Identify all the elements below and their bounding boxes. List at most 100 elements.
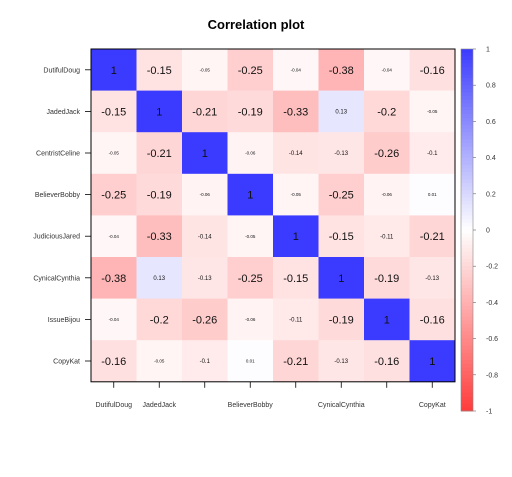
cell-value-label: -0.04	[291, 67, 302, 72]
y-tick-label: JadedJack	[47, 109, 81, 116]
heatmap-cell	[364, 90, 410, 133]
colorbar-segment	[461, 396, 473, 401]
colorbar-segment	[461, 215, 473, 220]
colorbar-tick-label: 1	[486, 47, 490, 54]
colorbar-segment	[461, 121, 473, 126]
cell-value-label: -0.21	[283, 356, 308, 368]
cell-value-label: -0.05	[291, 192, 302, 197]
heatmap-cell	[273, 257, 319, 299]
heatmap-cell	[136, 173, 183, 216]
heatmap-cell	[318, 173, 365, 216]
cell-value-label: -0.14	[198, 234, 212, 240]
cell-value-label: -0.19	[329, 314, 354, 326]
cell-value-label: -0.21	[147, 148, 172, 160]
cell-value-label: 0.01	[246, 359, 255, 364]
heatmap-cell	[227, 340, 274, 383]
cell-value-label: -0.05	[245, 234, 256, 239]
colorbar-segment	[461, 211, 473, 216]
cell-value-label: -0.05	[200, 67, 211, 72]
heatmap-cell	[409, 340, 456, 383]
colorbar-segment	[461, 110, 473, 115]
colorbar-segment	[461, 316, 473, 321]
cell-value-label: -0.06	[200, 192, 211, 197]
colorbar-segment	[461, 280, 473, 285]
colorbar-segment	[461, 96, 473, 101]
cell-value-label: -0.11	[380, 234, 394, 240]
heatmap-cell	[136, 132, 183, 175]
heatmap-cell	[409, 49, 456, 91]
cell-value-label: -0.13	[334, 151, 348, 157]
heatmap-cell	[182, 173, 228, 216]
colorbar-segment	[461, 128, 473, 133]
colorbar-segment	[461, 175, 473, 180]
colorbar-segment	[461, 385, 473, 390]
plot-frame	[90, 48, 456, 383]
heatmap-cell	[182, 215, 228, 258]
heatmap-cell	[409, 215, 456, 258]
colorbar-segment	[461, 106, 473, 111]
x-tick-label: BelieverBobby	[228, 402, 274, 409]
colorbar-segment	[461, 342, 473, 347]
y-tick-label: CopyKat	[53, 359, 80, 366]
heatmap-cell	[182, 298, 228, 341]
cell-value-label: -0.16	[420, 314, 445, 326]
cell-value-label: 1	[293, 231, 299, 243]
x-tick-label: CopyKat	[419, 402, 446, 409]
colorbar-segment	[461, 56, 473, 61]
heatmap-cell	[273, 49, 319, 91]
colorbar-segment	[461, 103, 473, 108]
colorbar-segment	[461, 378, 473, 383]
colorbar-segment	[461, 230, 473, 235]
heatmap-cell	[273, 173, 319, 216]
colorbar-segment	[461, 172, 473, 177]
cell-value-label: -0.11	[289, 318, 303, 324]
colorbar-segment	[461, 244, 473, 249]
heatmap-cell	[91, 298, 137, 341]
cell-value-label: -0.05	[427, 109, 438, 114]
cell-value-label: 1	[429, 356, 435, 368]
heatmap-cell	[318, 340, 365, 383]
colorbar-segment	[461, 125, 473, 130]
cell-value-label: 1	[202, 148, 208, 160]
colorbar-segment	[461, 182, 473, 187]
colorbar-segment	[461, 353, 473, 358]
heatmap-cell	[273, 90, 319, 133]
cell-value-label: -0.15	[147, 65, 172, 77]
heatmap-cell	[91, 173, 137, 216]
cell-value-label: -0.33	[283, 106, 308, 118]
heatmap-cell	[91, 49, 137, 91]
colorbar-segment	[461, 208, 473, 213]
colorbar-segment	[461, 258, 473, 263]
cell-value-label: 1	[111, 65, 117, 77]
colorbar-segment	[461, 400, 473, 405]
colorbar-segment	[461, 150, 473, 155]
colorbar-segment	[461, 266, 473, 271]
colorbar-segment	[461, 313, 473, 318]
cell-value-label: -0.19	[374, 273, 399, 285]
colorbar-segment	[461, 371, 473, 376]
colorbar-segment	[461, 356, 473, 361]
colorbar-segment	[461, 287, 473, 292]
colorbar-segment	[461, 233, 473, 238]
colorbar-segment	[461, 324, 473, 329]
colorbar-segment	[461, 349, 473, 354]
colorbar-segment	[461, 403, 473, 408]
heatmap-cell	[364, 257, 410, 299]
heatmap-cell	[182, 340, 228, 383]
colorbar-segment	[461, 161, 473, 166]
cell-value-label: -0.19	[238, 106, 263, 118]
colorbar-segment	[461, 345, 473, 350]
cell-value-label: -0.16	[374, 356, 399, 368]
colorbar-segment	[461, 67, 473, 72]
cell-value-label: -0.05	[154, 359, 165, 364]
heatmap-cell	[182, 90, 228, 133]
heatmap-cells	[91, 49, 456, 383]
colorbar-segment	[461, 389, 473, 394]
y-tick-label: IssueBijou	[48, 317, 80, 324]
heatmap-cell	[364, 132, 410, 175]
colorbar-segment	[461, 74, 473, 79]
heatmap-cell	[364, 340, 410, 383]
cell-value-label: -0.06	[245, 317, 256, 322]
cell-value-label: -0.2	[150, 314, 169, 326]
